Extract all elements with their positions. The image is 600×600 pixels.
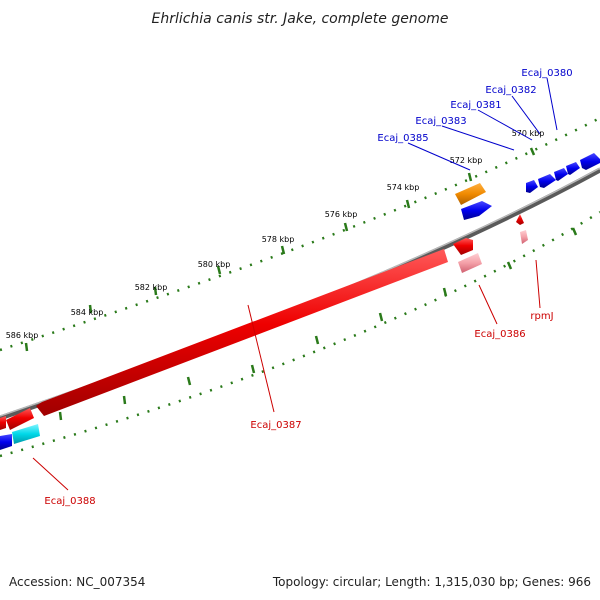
gene-ecaj-0383[interactable] xyxy=(566,162,580,175)
major-tick xyxy=(378,312,384,322)
label-rpmj: rpmJ xyxy=(530,311,553,322)
leader-ecaj-0382 xyxy=(511,95,541,135)
major-tick xyxy=(343,222,349,232)
major-tick xyxy=(314,335,320,345)
major-tick xyxy=(88,304,93,314)
genome-backbone-highlight xyxy=(0,167,600,417)
major-tick xyxy=(506,261,513,270)
label-ecaj-0381: Ecaj_0381 xyxy=(450,100,501,111)
genome-summary-text: Topology: circular; Length: 1,315,030 bp… xyxy=(272,575,591,589)
label-ecaj-0383: Ecaj_0383 xyxy=(415,116,466,127)
gene-rpmj-feature[interactable] xyxy=(520,230,528,244)
map-title: Ehrlichia canis str. Jake, complete geno… xyxy=(151,11,448,27)
leader-ecaj-0380 xyxy=(546,77,558,131)
gene-ecaj-0387[interactable] xyxy=(36,249,448,416)
label-ecaj-0388: Ecaj_0388 xyxy=(44,496,95,507)
tick-label-578: 578 kbp xyxy=(262,235,295,244)
forward-leader-lines xyxy=(407,77,558,171)
tick-label-586: 586 kbp xyxy=(6,331,39,340)
gene-blue-edge[interactable] xyxy=(0,434,12,450)
leader-ecaj-0386 xyxy=(478,284,498,325)
major-tick xyxy=(571,227,578,236)
reverse-leader-lines xyxy=(32,259,541,491)
gene-ecaj-0380[interactable] xyxy=(526,180,538,193)
leader-ecaj-0381 xyxy=(477,109,533,141)
gene-ecaj-0385[interactable] xyxy=(580,153,600,170)
gene-red-edge[interactable] xyxy=(0,416,6,430)
major-tick xyxy=(250,364,256,374)
major-tick xyxy=(529,147,536,156)
leader-rpmj xyxy=(535,259,541,309)
label-ecaj-0385: Ecaj_0385 xyxy=(377,133,428,144)
label-ecaj-0382: Ecaj_0382 xyxy=(485,85,536,96)
leader-ecaj-0388 xyxy=(32,457,69,491)
major-tick xyxy=(280,245,286,255)
leader-ecaj-0383 xyxy=(441,125,515,151)
gene-rpmj[interactable] xyxy=(516,214,524,225)
tick-label-574: 574 kbp xyxy=(387,183,420,192)
major-tick xyxy=(24,342,29,352)
gene-ecaj-0382[interactable] xyxy=(538,174,556,188)
accession-text: Accession: NC_007354 xyxy=(9,575,145,589)
tick-label-580: 580 kbp xyxy=(198,260,231,269)
gene-orange[interactable] xyxy=(455,183,486,205)
major-tick xyxy=(467,172,473,182)
forward-strand-genes xyxy=(455,153,600,220)
major-tick xyxy=(442,287,448,297)
major-tick xyxy=(186,376,192,386)
tick-label-582: 582 kbp xyxy=(135,283,168,292)
tick-label-570: 570 kbp xyxy=(512,129,545,138)
major-tick xyxy=(153,286,158,296)
gene-ecaj-0386-feature[interactable] xyxy=(458,253,482,273)
major-tick xyxy=(58,411,63,421)
tick-label-572: 572 kbp xyxy=(450,156,483,165)
outer-major-ticks xyxy=(24,147,536,352)
label-ecaj-0386: Ecaj_0386 xyxy=(474,329,525,340)
leader-ecaj-0385 xyxy=(407,142,471,171)
major-tick xyxy=(216,265,222,275)
major-tick xyxy=(122,395,127,405)
reverse-strand-genes xyxy=(0,214,528,450)
label-ecaj-0380: Ecaj_0380 xyxy=(521,68,572,79)
genome-backbone xyxy=(0,167,600,421)
gene-ecaj-0388[interactable] xyxy=(12,424,40,444)
gene-forward[interactable] xyxy=(461,201,492,220)
leader-ecaj-0387 xyxy=(247,304,275,413)
gene-ecaj-0388-part[interactable] xyxy=(6,408,34,430)
major-tick xyxy=(405,199,411,209)
tick-label-576: 576 kbp xyxy=(325,210,358,219)
label-ecaj-0387: Ecaj_0387 xyxy=(250,420,301,431)
gene-ecaj-0381[interactable] xyxy=(554,168,568,181)
gene-ecaj-0386[interactable] xyxy=(453,238,473,255)
tick-label-584: 584 kbp xyxy=(71,308,104,317)
inner-major-ticks xyxy=(58,227,578,421)
